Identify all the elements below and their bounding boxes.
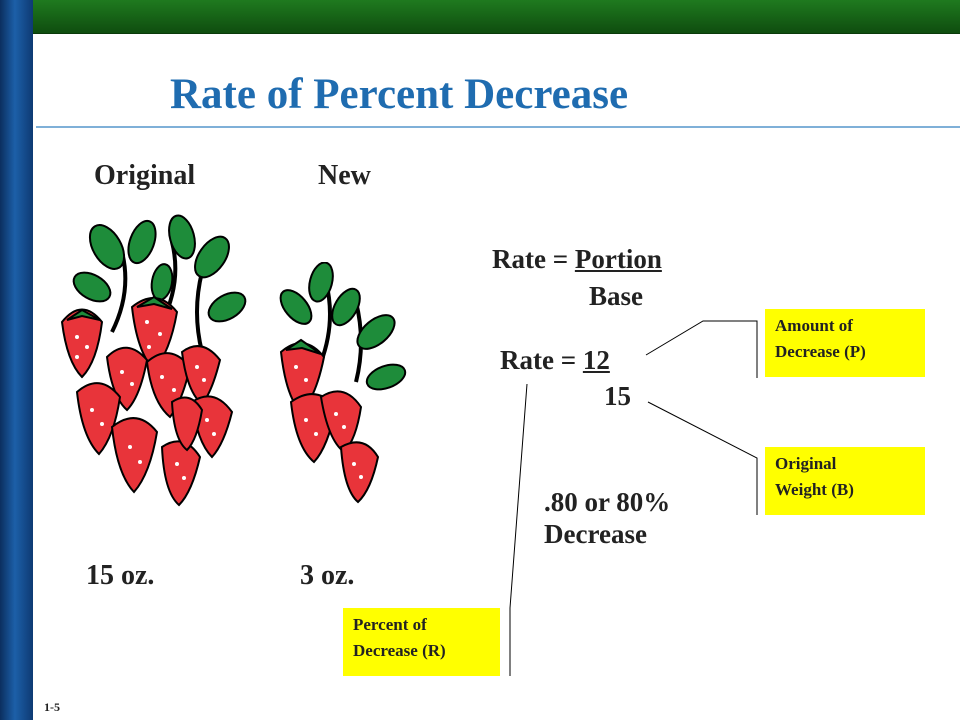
original-callout-line1: Original — [775, 454, 837, 473]
title-divider — [36, 126, 960, 128]
original-weight-label: 15 oz. — [86, 560, 155, 591]
percent-callout-line1: Percent of — [353, 615, 427, 634]
amount-connector-line — [645, 320, 758, 378]
amount-of-decrease-callout: Amount of Decrease (P) — [765, 309, 925, 377]
original-label: Original — [94, 160, 196, 191]
percent-connector-line — [509, 383, 528, 676]
rate-formula-denominator: Base — [589, 281, 643, 311]
original-callout-line2: Weight (B) — [775, 480, 854, 499]
percent-callout-line2: Decrease (R) — [353, 641, 446, 660]
rate-result: .80 or 80% Decrease — [544, 486, 670, 550]
rate-calculation-line: Rate = 12 — [500, 345, 610, 376]
rate-formula-prefix: Rate = — [492, 244, 575, 274]
rate-formula-line: Rate = Portion — [492, 244, 662, 275]
rate-formula-numerator: Portion — [574, 244, 662, 274]
rate-calculation-denominator: 15 — [604, 381, 631, 411]
slide-title: Rate of Percent Decrease — [170, 71, 629, 118]
new-weight-label: 3 oz. — [300, 560, 355, 591]
top-banner-bar — [33, 0, 960, 34]
rate-result-value: .80 or 80% — [544, 487, 671, 517]
original-weight-callout: Original Weight (B) — [765, 447, 925, 515]
slide-number: 1-5 — [44, 700, 60, 714]
new-strawberries-image — [279, 262, 407, 504]
rate-result-label: Decrease — [544, 519, 647, 549]
rate-calculation-numerator: 12 — [582, 345, 610, 375]
amount-callout-line2: Decrease (P) — [775, 342, 866, 361]
rate-calculation-prefix: Rate = — [500, 345, 583, 375]
original-strawberries-image — [60, 214, 247, 507]
percent-of-decrease-callout: Percent of Decrease (R) — [343, 608, 500, 676]
left-sidebar-bar — [0, 0, 33, 720]
new-label: New — [318, 160, 371, 191]
amount-callout-line1: Amount of — [775, 316, 853, 335]
original-connector-line — [647, 401, 758, 515]
